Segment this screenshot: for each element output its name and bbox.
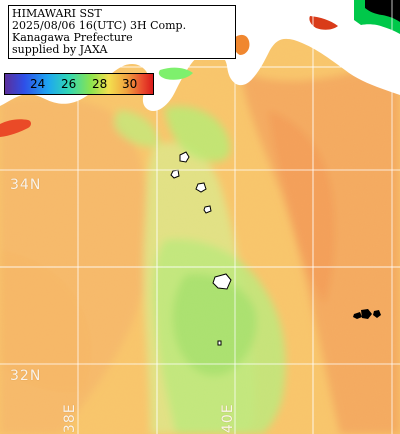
colorbar-label-30: 30 <box>122 77 138 91</box>
title-line-4: supplied by JAXA <box>12 43 108 56</box>
colorbar-label-24: 24 <box>30 77 46 91</box>
sst-colorbar: 24 26 28 30 <box>4 73 154 95</box>
colorbar-label-26: 26 <box>61 77 77 91</box>
latitude-label-32n: 32N <box>10 368 42 384</box>
latitude-label-34n: 34N <box>10 177 42 193</box>
longitude-label-140e: 140E <box>220 403 236 434</box>
small-islands <box>170 151 381 346</box>
colorbar-label-28: 28 <box>92 77 108 91</box>
longitude-label-138e: 138E <box>62 403 78 434</box>
title-line-1: HIMAWARI SST <box>12 7 102 20</box>
coastal-warm-patches <box>0 0 400 137</box>
title-line-2: 2025/08/06 16(UTC) 3H Comp. <box>12 19 187 32</box>
title-line-3: Kanagawa Prefecture <box>12 31 133 44</box>
title-box: HIMAWARI SST 2025/08/06 16(UTC) 3H Comp.… <box>8 5 236 59</box>
